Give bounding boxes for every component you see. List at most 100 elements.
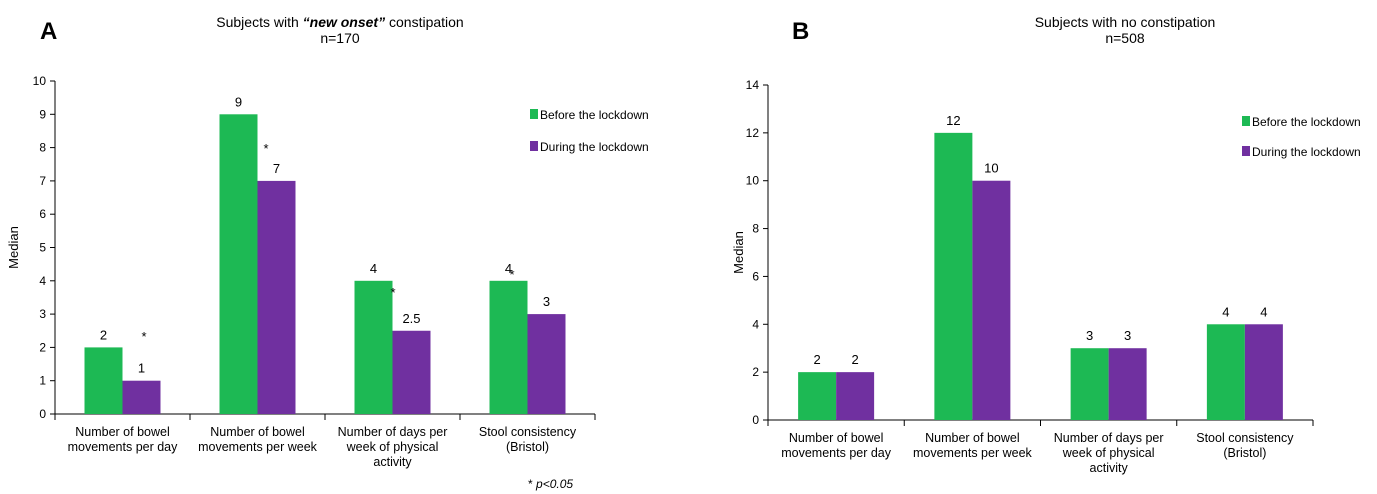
y-tick-label: 6 xyxy=(39,207,46,221)
title-suffix-a: constipation xyxy=(385,14,464,30)
legend-swatch-during xyxy=(530,141,538,151)
chart-subtitle-b: n=508 xyxy=(1105,30,1145,46)
legend-swatch-before xyxy=(1242,116,1250,126)
bar-value-label: 7 xyxy=(273,161,280,176)
bar-value-label: 2 xyxy=(814,352,821,367)
bar-value-label: 2 xyxy=(852,352,859,367)
legend-label-before: Before the lockdown xyxy=(540,108,649,122)
bar-value-label: 4 xyxy=(370,261,377,276)
category-label: Number of days per xyxy=(338,425,448,439)
category-label: Number of days per xyxy=(1054,431,1164,445)
category-label: Stool consistency xyxy=(1196,431,1294,445)
bar-value-label: 3 xyxy=(1086,328,1093,343)
y-axis-label: Median xyxy=(6,226,21,269)
significance-star: * xyxy=(263,141,268,156)
bar-value-label: 12 xyxy=(946,113,960,128)
bar-value-label: 9 xyxy=(235,94,242,109)
title-emphasis-a: “new onset” xyxy=(302,14,386,30)
footnote-text: p<0.05 xyxy=(536,477,574,491)
chart-panel-a: A Subjects with “new onset” constipation… xyxy=(6,14,649,491)
bar-value-label: 4 xyxy=(1260,304,1267,319)
y-tick-label: 4 xyxy=(39,274,46,288)
legend-label-before: Before the lockdown xyxy=(1252,115,1361,129)
bar-during-lockdown xyxy=(527,314,566,414)
bar-value-label: 4 xyxy=(1222,304,1229,319)
y-tick-label: 14 xyxy=(746,78,760,92)
bar-before-lockdown xyxy=(798,372,837,420)
category-label: week of physical xyxy=(1062,446,1155,460)
chart-subtitle-a: n=170 xyxy=(320,30,360,46)
category-label: movements per day xyxy=(68,440,179,454)
significance-star: * xyxy=(509,267,514,282)
bar-value-label: 3 xyxy=(543,294,550,309)
y-tick-label: 6 xyxy=(752,269,759,283)
y-tick-label: 4 xyxy=(752,317,759,331)
panel-label-a: A xyxy=(40,18,58,45)
legend-label-during: During the lockdown xyxy=(540,140,649,154)
bar-before-lockdown xyxy=(489,280,528,414)
bar-value-label: 1 xyxy=(138,361,145,376)
bar-during-lockdown xyxy=(972,180,1011,420)
bar-during-lockdown xyxy=(122,380,161,414)
title-prefix-b: Subjects with no constipation xyxy=(1034,14,1216,30)
chart-panel-b: B Subjects with no constipation n=508 0 2… xyxy=(690,0,1377,494)
significance-star: * xyxy=(141,329,146,344)
category-label: Stool consistency xyxy=(479,425,577,439)
y-tick-label: 2 xyxy=(752,365,759,379)
legend-swatch-before xyxy=(530,109,538,119)
category-label: activity xyxy=(373,455,412,469)
y-tick-label: 0 xyxy=(752,413,759,427)
title-prefix-a: Subjects with xyxy=(216,14,303,30)
y-tick-label: 3 xyxy=(39,307,46,321)
footnote-star: * xyxy=(528,477,537,491)
y-tick-label: 8 xyxy=(752,222,759,236)
bar-value-label: 10 xyxy=(984,161,998,176)
bar-value-label: 2.5 xyxy=(402,311,420,326)
category-label: Number of bowel xyxy=(925,431,1020,445)
legend-label-during: During the lockdown xyxy=(1252,145,1361,159)
y-tick-label: 5 xyxy=(39,241,46,255)
y-tick-label: 9 xyxy=(39,107,46,121)
bar-during-lockdown xyxy=(257,180,296,414)
y-tick-label: 2 xyxy=(39,340,46,354)
category-label: movements per week xyxy=(198,440,318,454)
category-label: activity xyxy=(1090,461,1129,475)
category-label: week of physical xyxy=(346,440,439,454)
legend-swatch-during xyxy=(1242,146,1250,156)
category-label: Number of bowel xyxy=(210,425,305,439)
bar-value-label: 2 xyxy=(100,327,107,342)
chart-title-a: Subjects with “new onset” constipation n… xyxy=(150,14,530,46)
bar-before-lockdown xyxy=(354,280,393,414)
bar-before-lockdown xyxy=(1206,324,1245,420)
footnote-significance: * p<0.05 xyxy=(528,477,573,491)
y-tick-label: 12 xyxy=(746,126,760,140)
bar-before-lockdown xyxy=(219,114,258,415)
bar-before-lockdown xyxy=(1070,348,1109,420)
chart-title-b: Subjects with no constipation n=508 xyxy=(935,14,1315,46)
y-tick-label: 8 xyxy=(39,141,46,155)
y-tick-label: 1 xyxy=(39,374,46,388)
category-label: Number of bowel xyxy=(789,431,884,445)
category-label: movements per day xyxy=(781,446,892,460)
y-axis-label: Median xyxy=(731,231,746,274)
y-tick-label: 10 xyxy=(746,174,760,188)
category-label: Number of bowel xyxy=(75,425,170,439)
bar-before-lockdown xyxy=(84,347,123,414)
category-label: (Bristol) xyxy=(1223,446,1266,460)
panel-label-b: B xyxy=(792,18,810,45)
bar-during-lockdown xyxy=(1108,348,1147,420)
y-tick-label: 7 xyxy=(39,174,46,188)
bar-before-lockdown xyxy=(934,132,973,420)
category-label: (Bristol) xyxy=(506,440,549,454)
bar-during-lockdown xyxy=(1244,324,1283,420)
bar-during-lockdown xyxy=(392,330,431,414)
bar-value-label: 3 xyxy=(1124,328,1131,343)
category-label: movements per week xyxy=(913,446,1033,460)
bar-value-label: 4 xyxy=(505,261,512,276)
significance-star: * xyxy=(390,285,395,300)
y-tick-label: 0 xyxy=(39,407,46,421)
y-tick-label: 10 xyxy=(33,74,47,88)
bar-during-lockdown xyxy=(836,372,875,420)
